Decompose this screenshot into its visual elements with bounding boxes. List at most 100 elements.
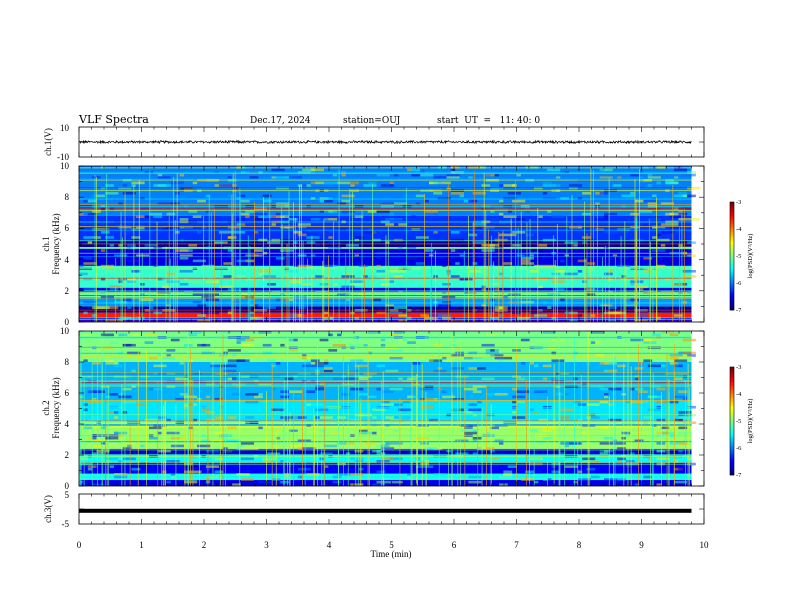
ch1-spectrogram-texture <box>240 293 250 296</box>
ch1-spectrogram-texture <box>131 181 145 185</box>
ch1-spectrogram-texture <box>157 176 171 179</box>
ch2-spectrogram-sferic <box>564 349 566 486</box>
ch1-cbar-tick-6: -6 <box>736 280 742 287</box>
ch2-spectrogram-texture <box>516 390 530 393</box>
ch2-spectrogram-texture <box>245 338 254 342</box>
ch1-spectrogram-sferic <box>515 180 516 322</box>
ch2-spectrogram-texture <box>520 362 526 365</box>
ch1-spectrogram-texture <box>201 296 215 299</box>
ch2-spectrogram-texture <box>643 338 653 342</box>
ch2-spectrogram-colorbar-segment <box>730 417 734 420</box>
ch1-spectrogram-texture <box>599 168 604 172</box>
ch2-spectrogram-texture <box>599 400 609 404</box>
ch2-spectrogram-texture <box>586 413 596 417</box>
ch1-spectrogram-sferic <box>489 243 491 322</box>
ch1-spectrogram-texture <box>643 257 653 260</box>
ch1-spectrogram-texture <box>564 272 578 276</box>
ch2-spectrogram-texture <box>258 331 272 334</box>
ch1-spectrogram-narrowband-line <box>79 247 692 249</box>
ch2-spectrogram-texture <box>109 465 114 468</box>
ch1-spectrogram-sferic <box>435 250 436 322</box>
ch2-spectrogram-sferic <box>464 375 466 486</box>
ch2-spectrogram-texture <box>455 331 469 334</box>
ch1-ytick-bottom: -10 <box>57 152 69 162</box>
ch1-spectrogram-colorbar-segment <box>730 206 734 209</box>
ch1-spectrogram-texture <box>577 314 583 317</box>
ch1-spectrogram-sferic <box>474 170 476 322</box>
ch1-spectrogram-texture <box>367 181 377 185</box>
ch2-spectrogram-texture <box>573 377 578 381</box>
ch2-spectrogram-texture <box>424 398 438 401</box>
ch1-spectrogram-band <box>79 298 692 307</box>
ch2-spectrogram-texture <box>210 349 224 352</box>
ch2-spectrogram-sferic <box>80 347 82 486</box>
ch1-spectrogram-colorbar-segment <box>730 298 734 301</box>
ch2-spectrogram-texture <box>345 377 359 381</box>
ch1-spectrogram-texture <box>306 241 316 244</box>
ch2-spectrogram-texture <box>604 436 613 440</box>
ch2-spectrogram-texture <box>92 390 101 393</box>
ch2-spectrogram-sferic <box>613 352 614 486</box>
ch2-spectrogram-texture <box>538 449 543 453</box>
ch2-spectrogram-texture <box>254 395 263 399</box>
ch2-spectrogram-colorbar-segment <box>730 439 734 442</box>
ch1-spectrogram-sferic <box>556 223 558 322</box>
ch2-spectrogram-texture <box>564 465 578 468</box>
ch1-spectrogram-texture <box>271 238 281 242</box>
ch2-spectrogram-texture <box>507 444 521 448</box>
ch2-spectrogram-texture <box>433 369 447 373</box>
ch2-spectrogram-texture <box>450 408 460 412</box>
ch2-spectrogram-texture <box>166 480 171 484</box>
ch1-spectrogram-texture <box>437 166 447 169</box>
ch1-spectrogram-texture <box>516 173 521 177</box>
ch1-spectrogram-texture <box>494 238 508 242</box>
ch2-spectrogram-texture <box>604 369 609 373</box>
ch1-spectrogram-narrowband-line <box>79 179 692 181</box>
ch2-spectrogram-texture <box>455 439 469 443</box>
ch2-spectrogram-texture <box>420 356 425 360</box>
ch2-spectrogram-texture <box>542 364 552 368</box>
ch2-spectrogram-texture <box>538 429 552 432</box>
ch2-spectrogram-colorbar-segment <box>730 457 734 460</box>
ch2-spectrogram-texture <box>617 364 626 368</box>
ch2-spectrogram-texture <box>223 369 237 373</box>
ch2-spectrogram-texture <box>188 331 202 334</box>
ch1-spectrogram-texture <box>499 233 504 237</box>
ch1-spectrogram-texture <box>643 199 657 203</box>
ch1-spectrogram-colorbar-segment <box>730 248 734 251</box>
ch1-spectrogram-colorbar-segment <box>730 308 734 311</box>
ch1-spectrogram-texture <box>262 259 268 263</box>
ch1-spectrogram-texture <box>499 184 504 187</box>
ch2-spectrogram-texture <box>289 338 294 342</box>
ch2-spectrogram-texture <box>407 377 416 381</box>
ch1-spectrogram-texture <box>389 270 399 273</box>
ch1-spectrogram-texture <box>297 306 307 309</box>
ch2-spectrogram-texture <box>280 403 289 406</box>
ch2-spectrogram-narrowband-line <box>79 463 692 465</box>
ch1-spectrogram-texture <box>678 277 688 281</box>
ch1-spectrogram-texture <box>608 306 618 309</box>
ch1-spectrogram-sferic <box>234 170 236 322</box>
ch2-spectrogram-texture <box>162 470 167 474</box>
ch1-spectrogram-sferic <box>133 185 135 322</box>
ch2-spectrogram-colorbar-segment <box>730 469 734 472</box>
ch1-spectrogram-texture <box>468 176 473 179</box>
ch2-spectrogram-texture <box>87 390 93 393</box>
ch2-spectrogram-texture <box>590 460 600 463</box>
ch2-spectrogram-narrowband-line <box>79 382 692 384</box>
ch2-spectrogram-texture <box>385 416 394 419</box>
ch1-spectrogram-texture <box>424 199 429 203</box>
ch2-spectrogram-texture <box>577 390 583 393</box>
ch2-spectrogram-colorbar-segment <box>730 367 734 370</box>
ch1-spectrogram-texture <box>205 293 219 296</box>
ch1-spectrogram-texture <box>647 184 653 187</box>
ch1-spectrogram-sferic <box>176 173 178 322</box>
ch1-spectrogram-texture <box>350 280 364 283</box>
ch1-spectrogram-texture <box>170 202 180 205</box>
ch1-spectrogram-colorbar-segment <box>730 254 734 257</box>
ch2-spectrogram-sferic <box>448 431 449 486</box>
ch1-spectrogram-narrowband-line <box>79 277 692 279</box>
ch1-spectrogram-sferic <box>323 219 325 322</box>
ch1-spectrogram-sferic <box>307 258 309 322</box>
ch1-spectrogram-texture <box>114 254 128 257</box>
